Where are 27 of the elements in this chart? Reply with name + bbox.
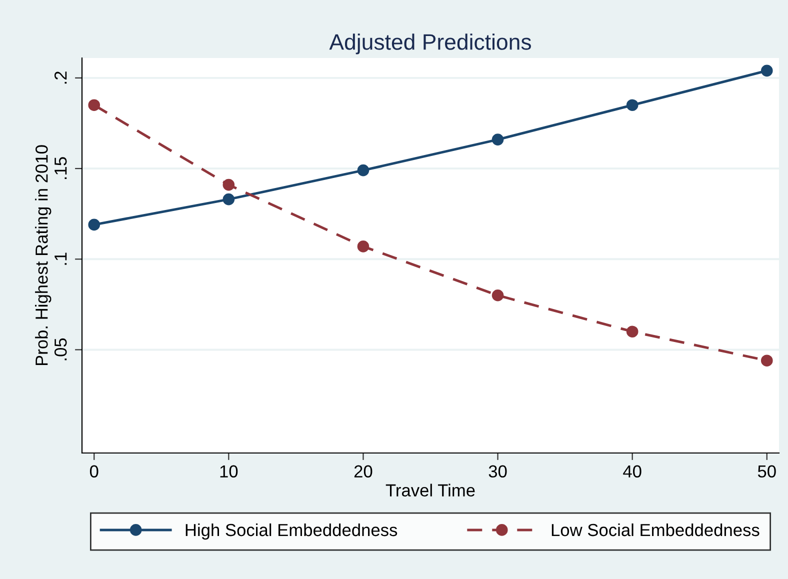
point (492, 289, 504, 302)
point (222, 193, 235, 206)
point (760, 64, 773, 77)
y-tick-label: .15 (54, 157, 67, 180)
y-axis-title: Prob. Highest Rating in 2010 (35, 145, 52, 366)
x-tick-label: 40 (623, 465, 642, 478)
point (626, 326, 638, 338)
point (760, 354, 773, 366)
x-tick-label: 50 (758, 465, 776, 478)
point (357, 240, 370, 252)
x-axis-title: Travel Time (386, 484, 475, 497)
legend-label: Low Social Embeddedness (552, 523, 760, 536)
point (626, 99, 638, 112)
x-tick-label: 10 (220, 465, 238, 478)
y-tick-label: .2 (54, 72, 67, 84)
y-tick-label: .05 (54, 338, 67, 360)
legend-label: High Social Embeddedness (186, 523, 398, 540)
y-tick-label: .1 (54, 252, 67, 265)
point (357, 164, 370, 176)
chart-title: Adjusted Predictions (329, 34, 531, 54)
x-tick-label: 20 (354, 465, 372, 478)
x-tick-label: 0 (90, 465, 98, 478)
point (88, 218, 100, 231)
point (222, 178, 235, 191)
point (88, 99, 100, 112)
x-tick-label: 30 (488, 465, 507, 478)
point (492, 134, 504, 146)
